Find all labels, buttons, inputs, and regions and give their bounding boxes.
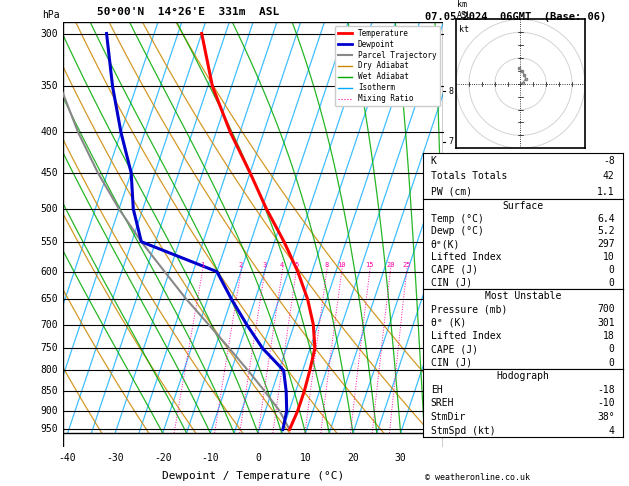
Text: Hodograph: Hodograph [496,371,549,381]
Text: Mixing Ratio (g/kg): Mixing Ratio (g/kg) [473,179,482,290]
Text: 20: 20 [386,262,394,268]
Text: CAPE (J): CAPE (J) [431,344,477,354]
Text: 950: 950 [41,424,58,434]
Text: 3: 3 [448,320,453,329]
Text: 900: 900 [41,406,58,416]
Text: 20: 20 [347,453,359,464]
Text: 450: 450 [41,168,58,178]
Text: 1: 1 [448,406,453,416]
Text: 5: 5 [448,237,453,246]
Text: 30: 30 [395,453,406,464]
Text: © weatheronline.co.uk: © weatheronline.co.uk [425,473,530,482]
Text: -18: -18 [597,385,615,395]
Text: 800: 800 [41,365,58,376]
Text: -40: -40 [58,453,76,464]
Text: StmDir: StmDir [431,412,466,422]
Text: 300: 300 [41,29,58,38]
Text: 0: 0 [609,265,615,275]
Text: StmSpd (kt): StmSpd (kt) [431,426,495,435]
Text: 0: 0 [255,453,261,464]
Text: 8: 8 [325,262,329,268]
Text: 500: 500 [41,204,58,214]
Text: CIN (J): CIN (J) [431,278,472,288]
Text: 297: 297 [597,239,615,249]
Text: Dewp (°C): Dewp (°C) [431,226,484,236]
Text: θᵉ(K): θᵉ(K) [431,239,460,249]
Text: SREH: SREH [431,399,454,408]
Text: 1.1: 1.1 [597,187,615,196]
Text: 650: 650 [41,294,58,304]
Text: Totals Totals: Totals Totals [431,171,507,181]
Text: 700: 700 [41,320,58,330]
Text: 2: 2 [448,366,453,375]
Text: 4: 4 [448,279,453,289]
Text: Lifted Index: Lifted Index [431,331,501,341]
Text: 25: 25 [403,262,411,268]
Text: Lifted Index: Lifted Index [431,252,501,262]
Text: Temp (°C): Temp (°C) [431,213,484,224]
Text: 1: 1 [200,262,204,268]
Text: 10: 10 [337,262,346,268]
Text: 5.2: 5.2 [597,226,615,236]
Text: 50°00'N  14°26'E  331m  ASL: 50°00'N 14°26'E 331m ASL [97,7,280,17]
Text: CAPE (J): CAPE (J) [431,265,477,275]
Text: 600: 600 [41,267,58,277]
Text: -20: -20 [154,453,172,464]
Text: 301: 301 [597,317,615,328]
Text: LCL: LCL [448,428,463,436]
Text: -8: -8 [603,156,615,166]
Text: 400: 400 [41,127,58,138]
Text: 0: 0 [609,358,615,368]
Text: km
ASL: km ASL [457,0,472,20]
Text: 18: 18 [603,331,615,341]
Text: 4: 4 [609,426,615,435]
Text: 2: 2 [239,262,243,268]
Text: 6.4: 6.4 [597,213,615,224]
Text: θᵉ (K): θᵉ (K) [431,317,466,328]
Text: K: K [431,156,437,166]
Text: -10: -10 [201,453,219,464]
Text: Surface: Surface [502,201,543,211]
Text: 38°: 38° [597,412,615,422]
Text: 8: 8 [448,87,453,96]
Text: 10: 10 [299,453,311,464]
Text: 07.05.2024  06GMT  (Base: 06): 07.05.2024 06GMT (Base: 06) [425,12,606,22]
Text: kt: kt [459,25,469,34]
Text: EH: EH [431,385,442,395]
Text: 5: 5 [294,262,298,268]
Text: hPa: hPa [42,10,60,20]
Text: 0: 0 [609,278,615,288]
Text: 4: 4 [280,262,284,268]
Text: Pressure (mb): Pressure (mb) [431,304,507,314]
Text: Dewpoint / Temperature (°C): Dewpoint / Temperature (°C) [162,470,344,481]
Legend: Temperature, Dewpoint, Parcel Trajectory, Dry Adiabat, Wet Adiabat, Isotherm, Mi: Temperature, Dewpoint, Parcel Trajectory… [335,26,440,106]
Text: -10: -10 [597,399,615,408]
Text: 850: 850 [41,386,58,396]
Text: 3: 3 [263,262,267,268]
Text: -30: -30 [106,453,124,464]
Text: 750: 750 [41,343,58,353]
Text: PW (cm): PW (cm) [431,187,472,196]
Text: 6: 6 [448,191,453,199]
Text: Most Unstable: Most Unstable [484,291,561,301]
Text: 7: 7 [448,137,453,146]
Text: 0: 0 [609,344,615,354]
Text: 10: 10 [603,252,615,262]
Text: 15: 15 [365,262,374,268]
Text: 42: 42 [603,171,615,181]
Text: CIN (J): CIN (J) [431,358,472,368]
Text: 350: 350 [41,82,58,91]
Text: 550: 550 [41,237,58,247]
Text: 700: 700 [597,304,615,314]
